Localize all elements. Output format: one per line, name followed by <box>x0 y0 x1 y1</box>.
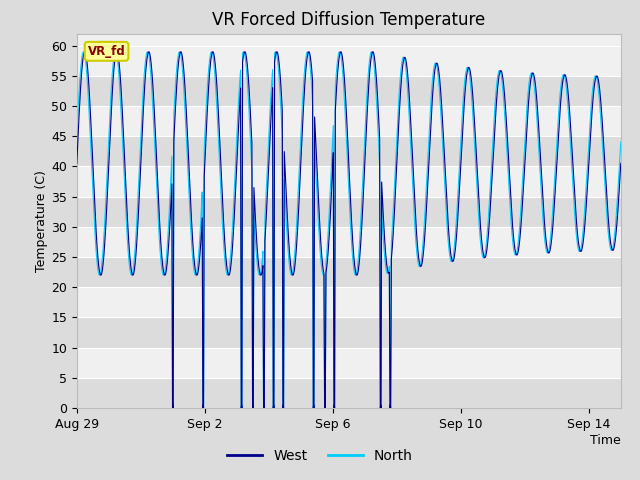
North <box>169 405 177 411</box>
West <box>366 70 374 75</box>
Bar <box>77 257 621 287</box>
North <box>73 133 81 139</box>
Bar <box>77 76 621 106</box>
North <box>176 49 184 55</box>
Title: VR Forced Diffusion Temperature: VR Forced Diffusion Temperature <box>212 11 485 29</box>
Legend: West, North: West, North <box>221 443 419 468</box>
North <box>163 257 170 263</box>
Line: West: West <box>77 52 621 408</box>
West <box>81 49 89 55</box>
Y-axis label: Temperature (C): Temperature (C) <box>35 170 48 272</box>
Bar <box>77 287 621 317</box>
Bar <box>77 378 621 408</box>
Bar <box>77 317 621 348</box>
West <box>169 405 177 411</box>
West <box>210 50 218 56</box>
North <box>498 76 506 82</box>
Bar <box>77 227 621 257</box>
North <box>617 139 625 145</box>
West <box>88 146 96 152</box>
North <box>195 257 202 263</box>
Text: VR_fd: VR_fd <box>88 45 125 58</box>
Line: North: North <box>77 52 621 408</box>
West <box>617 160 625 166</box>
Bar <box>77 46 621 76</box>
West <box>163 266 170 272</box>
Bar <box>77 167 621 197</box>
Bar <box>77 348 621 378</box>
North <box>210 58 218 63</box>
West <box>498 69 506 75</box>
West <box>73 160 81 166</box>
Bar <box>77 106 621 136</box>
Bar <box>77 136 621 167</box>
Text: Time: Time <box>590 434 621 447</box>
North <box>366 56 374 62</box>
Bar <box>77 197 621 227</box>
North <box>88 167 95 172</box>
West <box>195 268 202 274</box>
